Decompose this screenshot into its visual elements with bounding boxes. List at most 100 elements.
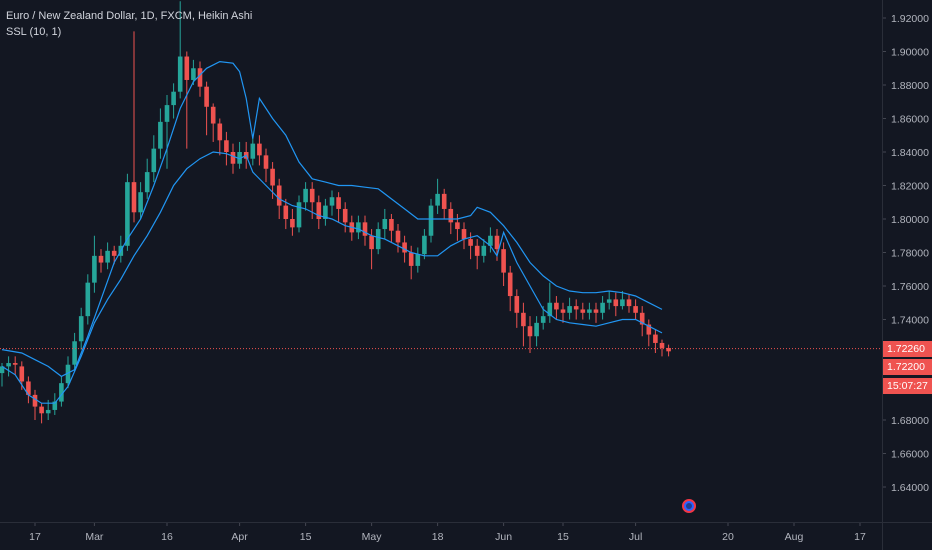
candle-body <box>12 363 18 365</box>
candle <box>646 319 652 347</box>
candle <box>6 356 11 377</box>
candle-body <box>250 143 256 159</box>
symbol-title[interactable]: Euro / New Zealand Dollar, 1D, FXCM, Hei… <box>6 10 253 22</box>
candle-body <box>19 366 25 382</box>
candle <box>184 51 190 149</box>
indicator-label[interactable]: SSL (10, 1) <box>6 26 62 38</box>
candle <box>164 95 170 169</box>
ssl-indicator-layer <box>1 60 663 404</box>
candle <box>92 235 97 293</box>
candle-body <box>283 205 289 219</box>
candle <box>191 59 196 85</box>
candle <box>257 135 262 166</box>
candle-body <box>111 250 117 256</box>
candle-body <box>606 299 612 303</box>
price-tick-label: 1.76000 <box>891 281 929 293</box>
candle <box>105 242 110 270</box>
candle-body <box>395 230 401 243</box>
candle-body <box>428 205 434 236</box>
candle <box>521 302 526 347</box>
candle-body <box>151 148 157 173</box>
price-tick-label: 1.84000 <box>891 147 929 159</box>
candle-body <box>85 282 91 317</box>
candle <box>98 249 104 273</box>
candle-body <box>554 302 559 310</box>
ssl-upper-line <box>1 60 663 378</box>
candle <box>428 198 434 243</box>
candle <box>250 135 256 166</box>
candle-body <box>309 188 315 203</box>
candle-body <box>626 299 632 307</box>
candle-body <box>98 255 104 263</box>
price-axis[interactable]: 1.92000 1.90000 1.88000 1.86000 1.84000 1.820… <box>882 13 929 494</box>
candle-body <box>560 309 566 313</box>
candle-body <box>6 363 11 367</box>
candle <box>653 329 658 353</box>
candle <box>85 274 91 325</box>
candle <box>323 198 328 226</box>
candle-body <box>600 302 605 313</box>
time-tick-label: 17 <box>854 531 866 543</box>
event-marker-icon[interactable] <box>682 499 696 513</box>
price-tick-label: 1.68000 <box>891 415 929 427</box>
candle-body <box>78 316 84 342</box>
last-price-tag: 1.72260 <box>883 341 932 357</box>
time-tick-label: Aug <box>785 531 804 543</box>
candle <box>408 245 414 280</box>
candle <box>12 356 18 375</box>
candle <box>290 208 295 236</box>
candle-body <box>659 342 665 348</box>
candle-body <box>26 381 31 395</box>
candle <box>613 292 619 317</box>
candle <box>389 213 394 243</box>
candle-body <box>389 219 394 231</box>
candle <box>382 208 388 240</box>
candle-body <box>303 188 308 203</box>
candle-body <box>342 208 348 223</box>
candles-layer <box>0 1 671 424</box>
candle <box>587 302 592 320</box>
candle <box>507 265 513 312</box>
candle <box>283 198 289 230</box>
candle-body <box>290 219 295 228</box>
candle <box>560 302 566 323</box>
candle-body <box>158 121 163 149</box>
candle <box>580 302 586 320</box>
candle-body <box>567 306 572 313</box>
chart-legend: Euro / New Zealand Dollar, 1D, FXCM, Hei… <box>6 8 252 40</box>
time-tick-label: 16 <box>161 531 173 543</box>
candle <box>316 195 322 230</box>
candle-body <box>521 312 526 327</box>
candle-body <box>422 235 427 255</box>
candle <box>158 108 163 159</box>
candle-body <box>481 245 487 256</box>
candle-body <box>217 123 223 141</box>
candle-body <box>620 299 625 307</box>
candle <box>329 190 335 216</box>
candle <box>59 376 64 407</box>
price-line-tag: 1.72200 <box>883 359 932 375</box>
ssl-lower-line <box>1 151 663 404</box>
candle <box>78 307 84 350</box>
candle <box>534 316 539 347</box>
time-axis[interactable]: 17 Mar 16 Apr 15 May 18 Jun 15 Jul 20 Aug 17 <box>29 522 866 543</box>
candle-body <box>527 326 533 337</box>
candle <box>626 294 632 313</box>
candle <box>72 332 77 372</box>
candle <box>230 143 236 174</box>
candle <box>217 118 223 156</box>
candle <box>474 239 480 270</box>
price-tick-label: 1.80000 <box>891 214 929 226</box>
price-tick-label: 1.78000 <box>891 248 929 260</box>
candle <box>65 356 71 389</box>
candle <box>435 178 440 214</box>
candle-body <box>204 86 209 107</box>
price-tick-label: 1.64000 <box>891 482 929 494</box>
candle-body <box>356 222 361 233</box>
candle <box>204 81 209 136</box>
candle-body <box>646 324 652 335</box>
countdown-tag: 15:07:27 <box>883 378 932 394</box>
candle <box>441 188 447 219</box>
candle-body <box>336 197 341 209</box>
